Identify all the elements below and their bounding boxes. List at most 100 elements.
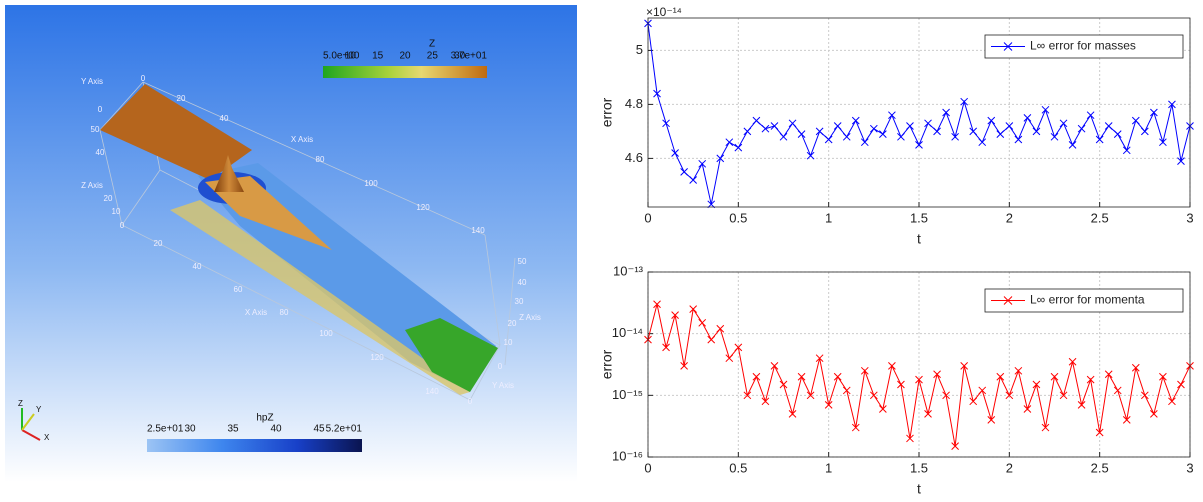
marker <box>1177 157 1185 165</box>
orientation-label: X <box>44 433 50 442</box>
marker <box>924 410 932 418</box>
marker <box>996 372 1005 381</box>
marker <box>653 89 661 98</box>
marker <box>1032 380 1041 389</box>
axes-frame <box>647 271 1191 458</box>
marker <box>1059 119 1068 128</box>
marker <box>1159 372 1167 381</box>
legend-marker <box>1003 42 1013 51</box>
axis-label: Z Axis <box>519 313 541 322</box>
marker <box>698 318 707 327</box>
axis-label: 0 <box>120 221 125 230</box>
marker <box>897 380 905 389</box>
y-axis-label: error <box>599 97 615 127</box>
axis-label: Y Axis <box>81 77 103 86</box>
marker <box>1014 135 1023 144</box>
marker <box>1005 122 1014 130</box>
marker <box>951 442 959 450</box>
marker <box>1131 116 1140 125</box>
marker <box>1104 122 1113 130</box>
marker <box>1140 127 1149 136</box>
axis-label: 50 <box>518 257 527 266</box>
marker <box>680 168 688 176</box>
marker <box>752 116 761 125</box>
marker <box>833 372 842 381</box>
marker <box>960 97 969 106</box>
x-axis-label: t <box>917 231 921 247</box>
axis-label: 140 <box>471 226 485 235</box>
marker <box>978 138 987 147</box>
marker <box>779 380 788 389</box>
x-tick-label: 0 <box>644 460 651 475</box>
colorbar-label: 20 <box>399 51 411 62</box>
axis-label: 80 <box>280 308 289 317</box>
axis-label: 50 <box>91 125 100 134</box>
marker <box>779 132 788 141</box>
colorbar-label: 40 <box>270 424 282 435</box>
colorbar-label: 45 <box>313 424 325 435</box>
axis-label: 60 <box>234 285 243 294</box>
marker <box>797 130 806 138</box>
marker <box>842 132 851 141</box>
marker <box>1032 127 1041 136</box>
marker <box>761 397 770 406</box>
marker <box>788 410 797 418</box>
x-tick-label: 0 <box>644 210 651 225</box>
marker <box>969 397 978 406</box>
marker <box>653 300 661 309</box>
marker <box>689 176 698 184</box>
axis-label: 10 <box>504 338 513 347</box>
marker <box>869 124 878 133</box>
marker <box>1086 375 1095 384</box>
axis-label: X Axis <box>291 135 313 144</box>
colorbar <box>323 66 487 78</box>
marker <box>1168 397 1176 406</box>
marker <box>761 124 770 133</box>
axis-label: 20 <box>154 239 163 248</box>
y-tick-label: 5 <box>636 42 643 57</box>
marker <box>1014 366 1023 375</box>
colorbar-title: hpZ <box>256 413 273 424</box>
marker <box>1077 124 1086 133</box>
y-tick-label: 4.6 <box>625 150 643 165</box>
marker <box>924 119 932 128</box>
marker <box>915 375 923 384</box>
marker <box>797 372 806 381</box>
marker <box>978 386 987 395</box>
orientation-label: Y <box>36 405 42 414</box>
marker <box>1159 138 1167 147</box>
marker <box>806 391 815 400</box>
marker <box>734 343 743 352</box>
marker <box>869 391 878 400</box>
colorbar-label: 15 <box>372 51 384 62</box>
x-tick-label: 1 <box>825 210 832 225</box>
axis-label: 120 <box>370 353 384 362</box>
colorbar-hpz: hpZ 2.5e+01 30 35 40 45 5.2e+01 <box>147 413 362 452</box>
x-tick-label: 0.5 <box>729 460 747 475</box>
marker <box>1050 372 1059 381</box>
x-tick-label: 1.5 <box>910 210 928 225</box>
legend-label: L∞ error for masses <box>1030 39 1136 53</box>
y-axis-label: error <box>599 349 615 379</box>
marker <box>842 386 851 395</box>
marker <box>770 122 779 130</box>
outflow-surface <box>405 318 498 392</box>
axis-label: 80 <box>316 155 325 164</box>
x-tick-label: 3 <box>1186 460 1193 475</box>
orientation-axes <box>21 408 41 441</box>
legend-box <box>984 34 1184 59</box>
marker <box>1122 146 1131 155</box>
marker <box>960 362 969 370</box>
axis-label: 40 <box>193 262 202 271</box>
colorbar-title: Z <box>429 39 435 50</box>
marker <box>888 362 896 370</box>
axis-label: 30 <box>515 297 524 306</box>
marker <box>1095 428 1104 437</box>
marker <box>770 362 779 370</box>
marker <box>1041 105 1050 114</box>
x-tick-label: 3 <box>1186 210 1193 225</box>
x-tick-label: 2.5 <box>1091 460 1109 475</box>
marker <box>662 343 670 352</box>
marker <box>662 119 670 128</box>
marker <box>1150 410 1158 418</box>
